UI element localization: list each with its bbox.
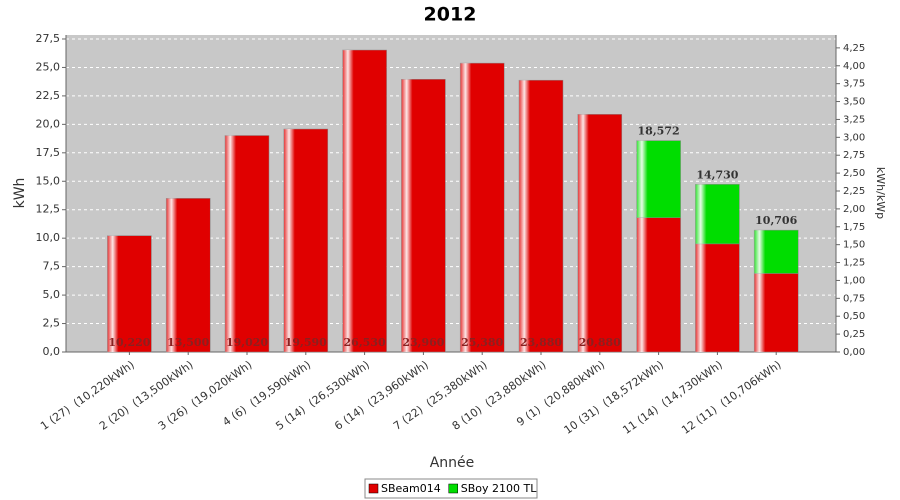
y2-tick-label: 0,50 bbox=[843, 311, 865, 322]
total-label: 13,500 bbox=[167, 336, 209, 349]
legend-label: SBoy 2100 TL bbox=[461, 482, 537, 495]
y-tick-label: 2,5 bbox=[43, 317, 61, 330]
y2-tick-label: 1,25 bbox=[843, 258, 865, 269]
y2-tick-label: 3,25 bbox=[843, 114, 865, 125]
y2-tick-label: 4,00 bbox=[843, 61, 865, 72]
y2-tick-label: 2,00 bbox=[843, 204, 865, 215]
y2-tick-label: 1,75 bbox=[843, 222, 865, 233]
y-tick-label: 0,0 bbox=[43, 345, 61, 358]
bar-shine bbox=[754, 230, 799, 274]
x-tick-label: 12 (11) (10,706kWh) bbox=[679, 358, 783, 437]
y-tick-label: 27,5 bbox=[36, 32, 61, 45]
y-tick-label: 17,5 bbox=[36, 146, 61, 159]
y2-tick-label: 1,50 bbox=[843, 240, 865, 251]
total-label: 23,960 bbox=[402, 336, 444, 349]
y2-tick-label: 0,00 bbox=[843, 347, 865, 358]
y-tick-label: 5,0 bbox=[43, 288, 61, 301]
y2-tick-label: 4,25 bbox=[843, 43, 865, 54]
y2-axis-title: kWh/kWp bbox=[874, 167, 887, 219]
total-label: 10,220 bbox=[108, 336, 150, 349]
bar-shine bbox=[342, 50, 387, 352]
y2-tick-label: 3,50 bbox=[843, 97, 865, 108]
y2-tick-label: 0,25 bbox=[843, 329, 865, 340]
total-label: 23,880 bbox=[520, 336, 562, 349]
total-label: 19,020 bbox=[226, 336, 268, 349]
bar-shine bbox=[519, 80, 563, 353]
bar-shine bbox=[283, 129, 328, 352]
bar-shine bbox=[754, 273, 799, 352]
y-tick-label: 12,5 bbox=[36, 203, 61, 216]
total-label: 18,572 bbox=[638, 125, 680, 138]
total-label: 26,530 bbox=[344, 336, 386, 349]
y-tick-label: 10,0 bbox=[36, 231, 61, 244]
y2-tick-label: 2,75 bbox=[843, 150, 865, 161]
bar-shine bbox=[695, 184, 740, 244]
total-label: 14,730 bbox=[696, 168, 738, 181]
y2-tick-label: 0,75 bbox=[843, 293, 865, 304]
y-tick-label: 15,0 bbox=[36, 174, 61, 187]
bar-shine bbox=[460, 63, 505, 353]
y-tick-label: 25,0 bbox=[36, 60, 61, 73]
bar-shine bbox=[636, 140, 681, 218]
y-tick-label: 22,5 bbox=[36, 89, 61, 102]
x-tick-label: 11 (14) (14,730kWh) bbox=[620, 358, 724, 437]
x-tick-label: 10 (31) (18,572kWh) bbox=[562, 358, 666, 437]
legend-swatch bbox=[368, 483, 379, 494]
y2-tick-label: 1,00 bbox=[843, 275, 865, 286]
y2-tick-label: 3,75 bbox=[843, 79, 865, 90]
bar-shine bbox=[225, 135, 269, 352]
legend-label: SBeam014 bbox=[381, 482, 441, 495]
legend-swatch bbox=[448, 483, 458, 494]
x-axis-title: Année bbox=[430, 455, 475, 471]
bar-shine bbox=[401, 79, 446, 352]
y2-tick-label: 3,00 bbox=[843, 132, 865, 143]
y-tick-label: 20,0 bbox=[36, 117, 61, 130]
total-label: 19,590 bbox=[285, 336, 327, 349]
total-label: 25,380 bbox=[461, 336, 503, 349]
x-tick-label: 1 (27) (10,220kWh) bbox=[38, 358, 137, 433]
chart-title: 2012 bbox=[424, 4, 477, 26]
bar-shine bbox=[695, 243, 740, 352]
bar-shine bbox=[107, 235, 152, 352]
bar-shine bbox=[166, 198, 211, 352]
y2-tick-label: 2,25 bbox=[843, 186, 865, 197]
y2-tick-label: 2,50 bbox=[843, 168, 865, 179]
y-axis-title: kWh bbox=[12, 178, 28, 209]
total-label: 10,706 bbox=[755, 214, 797, 227]
bar-shine bbox=[577, 114, 622, 353]
y-tick-label: 7,5 bbox=[43, 260, 61, 273]
bar-shine bbox=[636, 217, 681, 352]
total-label: 20,880 bbox=[579, 336, 621, 349]
